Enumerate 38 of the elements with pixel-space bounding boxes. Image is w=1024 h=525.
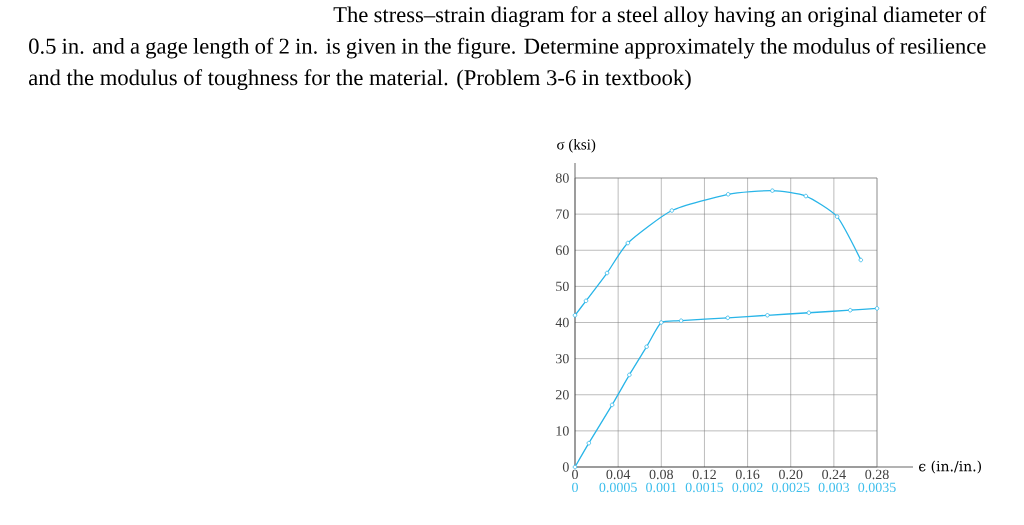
x-tick-label: 0.08 [649,469,674,480]
x2-tick-label: 0.002 [732,482,763,493]
x-tick-label: 0.24 [822,469,846,480]
point [858,257,864,263]
y-tick-label: 70 [556,209,569,219]
y-tick-label: 80 [555,173,569,183]
x2-tick-label: 0 [572,482,578,493]
y-tick-label: 20 [555,390,569,400]
y-axis-title: σ (ksi) [557,138,596,153]
point [669,208,675,213]
x2-tick-label: 0.0015 [685,482,724,493]
point [572,313,578,318]
y-tick-label: 30 [556,353,569,364]
x2-tick-label: 0.0025 [772,482,810,493]
point [583,298,589,304]
y-tick-label: 60 [555,245,569,255]
point [770,188,775,193]
x-tick-label: 0.16 [735,469,760,480]
x2-tick-label: 0.0005 [599,482,637,493]
y-tick-label: 40 [555,317,569,328]
x2-tick-label: 0.0035 [858,482,896,493]
x-tick-label: 0.28 [865,469,889,480]
x-tick-label: 0.20 [779,469,803,480]
y-tick-label: 10 [556,426,569,436]
x2-tick-label: 0.001 [646,482,677,493]
x-axis-title: ϵ (in./in.) [918,460,982,474]
point [834,214,840,219]
y-tick-label: 0 [562,462,569,472]
point [625,240,631,246]
x2-tick-label: 0.003 [818,482,850,493]
x-tick-label: 0.12 [692,469,716,480]
point [725,192,731,197]
chart-title: The stress–strain diagram for a steel alloy having an original diameter of 0.5 in. and a gage length of 2 in. is given in the figure. Determine approximately the modulus of resilience and the modulus of toughness for the material. (Problem 3-6 in textbook) [29,6,987,90]
point [604,270,610,276]
point [803,193,809,199]
x-tick-label: 0.04 [606,469,631,480]
y-tick-label: 50 [556,281,569,292]
x-tick-label: 0 [572,469,578,480]
